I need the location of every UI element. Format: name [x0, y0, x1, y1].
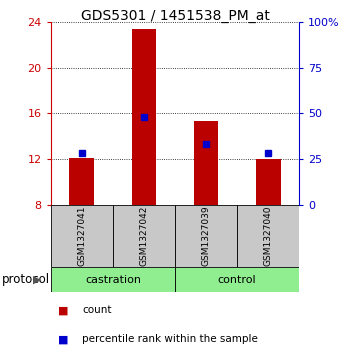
- Text: GSM1327042: GSM1327042: [139, 206, 148, 266]
- Text: GSM1327040: GSM1327040: [264, 206, 273, 266]
- Text: count: count: [82, 305, 112, 315]
- Text: protocol: protocol: [2, 273, 50, 286]
- Text: GSM1327039: GSM1327039: [202, 205, 211, 266]
- FancyBboxPatch shape: [113, 205, 175, 267]
- Text: ▶: ▶: [33, 274, 41, 285]
- Text: GDS5301 / 1451538_PM_at: GDS5301 / 1451538_PM_at: [80, 9, 270, 23]
- Bar: [256, 159, 281, 205]
- FancyBboxPatch shape: [51, 205, 113, 267]
- Text: ■: ■: [58, 305, 68, 315]
- Text: castration: castration: [85, 274, 141, 285]
- Text: control: control: [218, 274, 257, 285]
- Text: ■: ■: [58, 334, 68, 344]
- Text: GSM1327041: GSM1327041: [77, 206, 86, 266]
- FancyBboxPatch shape: [237, 205, 299, 267]
- FancyBboxPatch shape: [51, 267, 175, 292]
- FancyBboxPatch shape: [175, 205, 237, 267]
- Bar: [132, 29, 156, 205]
- Bar: [69, 158, 94, 205]
- Text: percentile rank within the sample: percentile rank within the sample: [82, 334, 258, 344]
- Bar: [194, 122, 218, 205]
- FancyBboxPatch shape: [175, 267, 299, 292]
